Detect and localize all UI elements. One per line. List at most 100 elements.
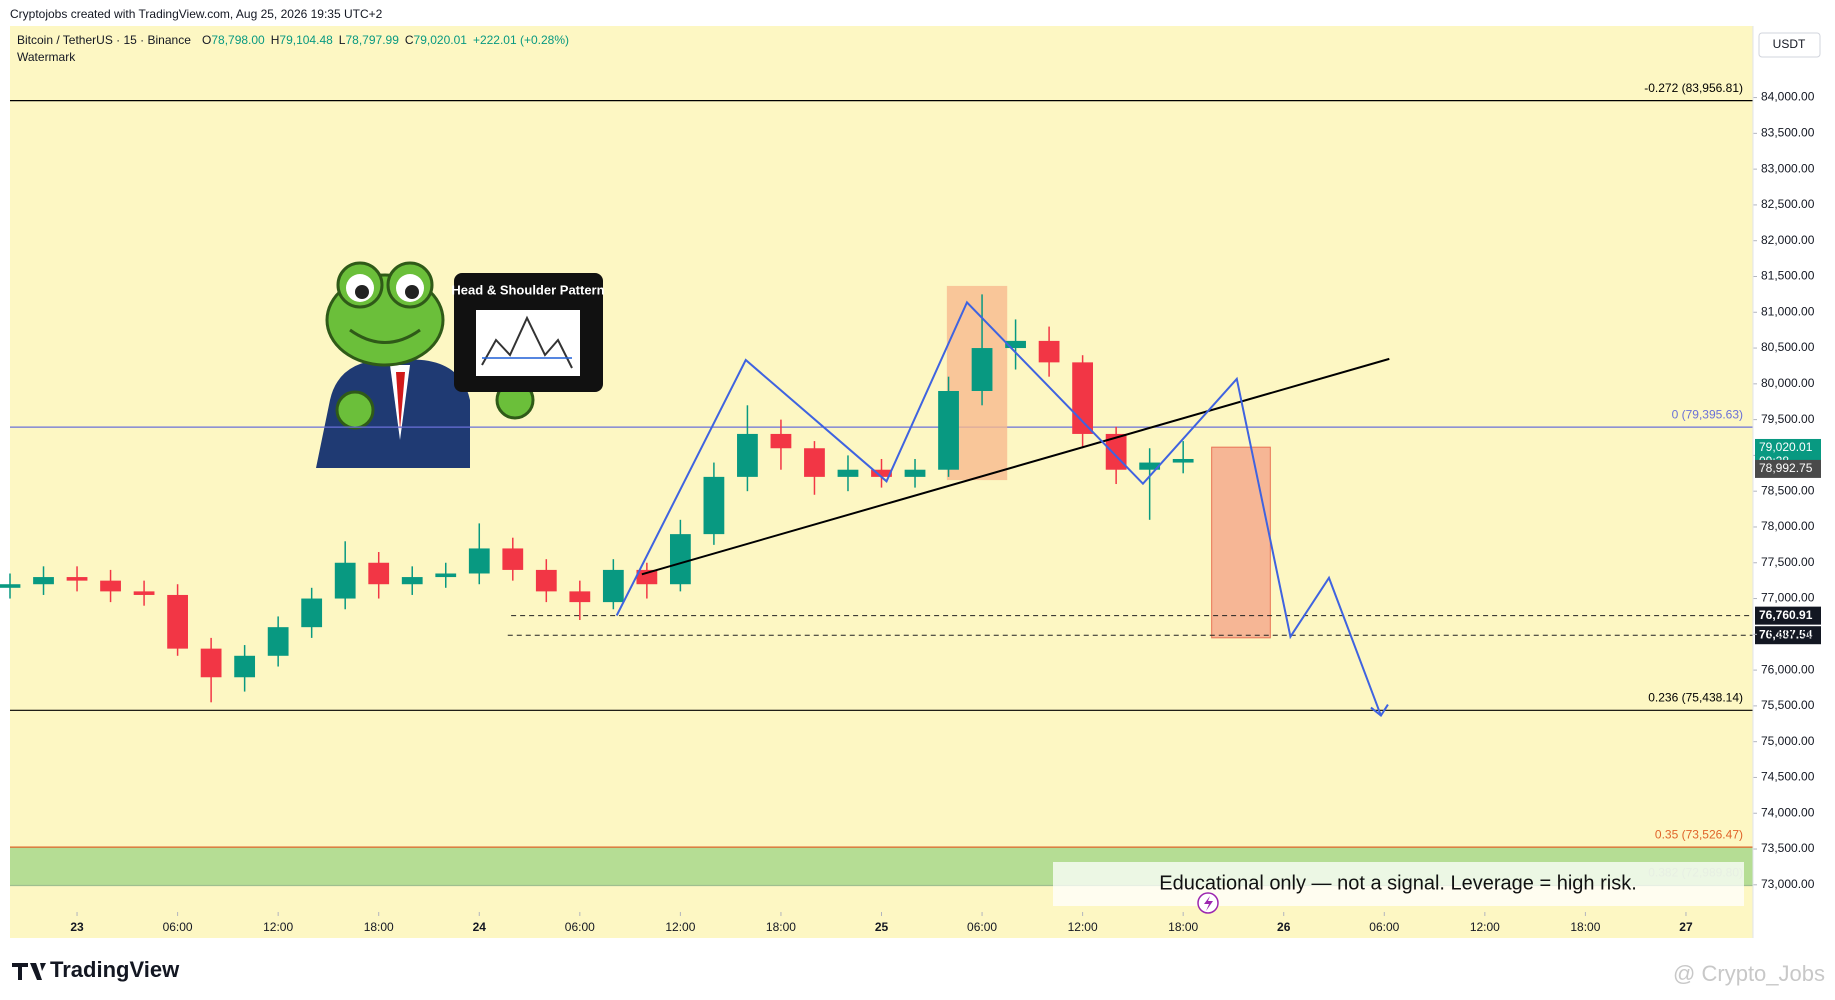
ohlc-value: 78,797.99 bbox=[345, 33, 399, 47]
candle-body bbox=[200, 648, 222, 678]
y-tick-label: 81,000.00 bbox=[1761, 304, 1815, 318]
candle-body bbox=[435, 573, 457, 578]
level-badge bbox=[1755, 626, 1821, 645]
price-badge-label: 78,992.75 bbox=[1759, 461, 1813, 475]
candle-body bbox=[334, 562, 356, 599]
candle-body bbox=[804, 448, 825, 477]
fib-label: -0.272 (83,956.81) bbox=[1644, 81, 1743, 95]
candle-body bbox=[971, 348, 993, 391]
ohlc-key: O bbox=[202, 33, 211, 47]
fib-label: 0.35 (73,526.47) bbox=[1655, 827, 1743, 841]
candle-body bbox=[669, 534, 691, 585]
level-label: 76,487.54 bbox=[1759, 627, 1813, 641]
candle-body bbox=[1072, 362, 1094, 434]
zone-box bbox=[1211, 446, 1271, 639]
candle-body bbox=[938, 390, 959, 470]
tablet-title: Head & Shoulder Pattern bbox=[451, 282, 604, 297]
candle-body bbox=[535, 569, 557, 592]
y-tick-label: 78,500.00 bbox=[1761, 483, 1815, 497]
symbol: Bitcoin / TetherUS · 15 · Binance bbox=[17, 33, 191, 47]
banner-bg bbox=[1053, 862, 1744, 906]
candle-body bbox=[569, 591, 591, 603]
level-label: 76,760.91 bbox=[1759, 608, 1813, 622]
price-badge bbox=[1755, 459, 1821, 478]
credit: Cryptojobs created with TradingView.com,… bbox=[10, 7, 383, 21]
candle-body bbox=[100, 580, 121, 592]
candle-body bbox=[502, 548, 524, 570]
y-tick-label: 79,500.00 bbox=[1761, 412, 1815, 426]
x-tick-label: 12:00 bbox=[665, 920, 695, 934]
candle-body bbox=[133, 591, 155, 595]
ohlc-key: H bbox=[271, 33, 280, 47]
x-tick-label: 27 bbox=[1679, 920, 1693, 934]
ohlc-key: L bbox=[339, 33, 346, 47]
candle-body bbox=[770, 433, 792, 449]
y-tick-label: 74,000.00 bbox=[1761, 805, 1815, 819]
x-tick-label: 18:00 bbox=[1570, 920, 1600, 934]
y-tick-label: 74,500.00 bbox=[1761, 770, 1815, 784]
y-tick-label: 80,500.00 bbox=[1761, 340, 1815, 354]
ohlc-value: 79,104.48 bbox=[279, 33, 333, 47]
price-badge-label: 79,020.01 bbox=[1759, 440, 1813, 454]
y-tick-label: 75,000.00 bbox=[1761, 734, 1815, 748]
ohlc: O78,798.00 H79,104.48 L78,797.99 C79,020.01… bbox=[202, 33, 569, 47]
x-tick-label: 24 bbox=[473, 920, 487, 934]
footer-watermark: @ Crypto_Jobs bbox=[1673, 961, 1825, 986]
x-tick-label: 12:00 bbox=[263, 920, 293, 934]
y-tick-label: 76,000.00 bbox=[1761, 662, 1815, 676]
zigzag-arrow bbox=[1370, 704, 1389, 718]
candle-body bbox=[401, 577, 423, 585]
tv-logo bbox=[12, 963, 46, 980]
y-tick-label: 82,500.00 bbox=[1761, 197, 1815, 211]
flash-glyph bbox=[1204, 896, 1213, 911]
x-tick-label: 06:00 bbox=[967, 920, 997, 934]
y-tick-label: 81,500.00 bbox=[1761, 269, 1815, 283]
x-tick-label: 06:00 bbox=[163, 920, 193, 934]
y-tick-label: 83,000.00 bbox=[1761, 161, 1815, 175]
candle-body bbox=[703, 476, 725, 535]
level-badge bbox=[1755, 606, 1821, 625]
x-tick-label: 18:00 bbox=[766, 920, 796, 934]
candle-body bbox=[267, 627, 289, 656]
ohlc-value: 79,020.01 bbox=[414, 33, 468, 47]
frog-illustration bbox=[316, 261, 603, 468]
candle-body bbox=[0, 584, 21, 588]
x-tick-label: 06:00 bbox=[1369, 920, 1399, 934]
y-tick-label: 73,000.00 bbox=[1761, 877, 1815, 891]
ohlc-change: +222.01 (+0.28%) bbox=[473, 33, 569, 47]
trend-line bbox=[641, 357, 1390, 576]
candle-body bbox=[904, 469, 926, 477]
y-tick-label: 84,000.00 bbox=[1761, 90, 1815, 104]
currency[interactable]: USDT bbox=[1773, 37, 1806, 51]
y-tick-label: 77,000.00 bbox=[1761, 591, 1815, 605]
candle-body bbox=[1038, 340, 1060, 363]
candle-body bbox=[234, 655, 256, 678]
x-tick-label: 18:00 bbox=[364, 920, 394, 934]
ohlc-value: 78,798.00 bbox=[211, 33, 265, 47]
candle-body bbox=[837, 469, 859, 477]
candle-body bbox=[468, 548, 490, 574]
x-tick-label: 23 bbox=[70, 920, 84, 934]
ohlc-key: C bbox=[405, 33, 414, 47]
fib-label: 0 (79,395.63) bbox=[1672, 407, 1743, 421]
candle-body bbox=[167, 594, 188, 649]
x-tick-label: 12:00 bbox=[1068, 920, 1098, 934]
candle-body bbox=[1005, 340, 1026, 349]
candle-body bbox=[368, 562, 390, 585]
x-tick-label: 26 bbox=[1277, 920, 1291, 934]
y-tick-label: 82,000.00 bbox=[1761, 233, 1815, 247]
zigzag-path bbox=[615, 300, 1382, 716]
candle-body bbox=[66, 577, 88, 581]
footer-logo: TradingView bbox=[50, 957, 180, 982]
x-tick-label: 25 bbox=[875, 920, 889, 934]
fib-label: 0.236 (75,438.14) bbox=[1648, 690, 1743, 704]
candle-body bbox=[1172, 458, 1194, 463]
candle-body bbox=[871, 469, 892, 477]
candle-body bbox=[1139, 462, 1161, 470]
currency-box[interactable] bbox=[1758, 32, 1821, 58]
candle-body bbox=[737, 433, 758, 477]
y-tick-label: 83,500.00 bbox=[1761, 126, 1815, 140]
y-tick-label: 80,000.00 bbox=[1761, 376, 1815, 390]
